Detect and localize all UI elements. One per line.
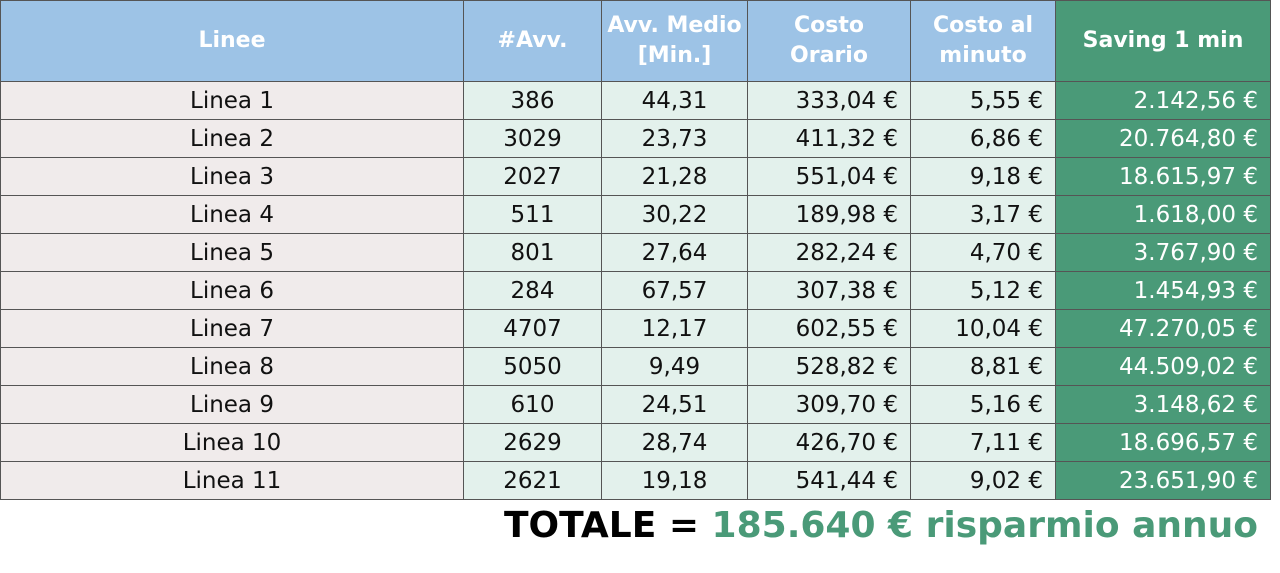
header-cell: #Avv. bbox=[463, 0, 602, 82]
table-cell: 6,86 € bbox=[910, 119, 1056, 158]
table-cell: 23,73 bbox=[601, 119, 748, 158]
table-cell: 5,55 € bbox=[910, 81, 1056, 120]
table-cell: 307,38 € bbox=[747, 271, 911, 310]
table-cell: Linea 8 bbox=[0, 347, 464, 386]
table-cell: 19,18 bbox=[601, 461, 748, 500]
table-row: Linea 9 610 24,51 309,70 €5,16 €3.148,62 € bbox=[0, 385, 1271, 424]
header-line: #Avv. bbox=[497, 28, 568, 53]
header-line: Linee bbox=[198, 28, 266, 53]
table-cell: 5,12 € bbox=[910, 271, 1056, 310]
table-cell: 282,24 € bbox=[747, 233, 911, 272]
table-cell: 24,51 bbox=[601, 385, 748, 424]
table-row: Linea 11 2621 19,18 541,44 €9,02 €23.651,90… bbox=[0, 461, 1271, 500]
table-row: Linea 3 2027 21,28 551,04 €9,18 €18.615,97 … bbox=[0, 157, 1271, 196]
table-cell: 67,57 bbox=[601, 271, 748, 310]
table-body: Linea 1 386 44,31 333,04 €5,55 €2.142,56 € L… bbox=[0, 81, 1271, 500]
table-cell: Linea 1 bbox=[0, 81, 464, 120]
table-cell: 541,44 € bbox=[747, 461, 911, 500]
table-row: Linea 10 2629 28,74 426,70 €7,11 €18.696,57… bbox=[0, 423, 1271, 462]
table-row: Linea 8 5050 9,49 528,82 €8,81 €44.509,02 € bbox=[0, 347, 1271, 386]
table-cell: 18.615,97 € bbox=[1055, 157, 1271, 196]
table-cell: Linea 5 bbox=[0, 233, 464, 272]
table-row: Linea 1 386 44,31 333,04 €5,55 €2.142,56 € bbox=[0, 81, 1271, 120]
header-cell: Costo Orario bbox=[747, 0, 911, 82]
table-cell: 386 bbox=[463, 81, 602, 120]
table-cell: 2629 bbox=[463, 423, 602, 462]
table-cell: 5,16 € bbox=[910, 385, 1056, 424]
table-cell: Linea 3 bbox=[0, 157, 464, 196]
table-cell: 10,04 € bbox=[910, 309, 1056, 348]
table-row: Linea 5 801 27,64 282,24 €4,70 €3.767,90 € bbox=[0, 233, 1271, 272]
table-cell: 3,17 € bbox=[910, 195, 1056, 234]
table-cell: 511 bbox=[463, 195, 602, 234]
table-cell: 610 bbox=[463, 385, 602, 424]
header-cell: Linee bbox=[0, 0, 464, 82]
data-table: Linee #Avv. Avv. Medio [Min.] Costo Orario Cos… bbox=[0, 0, 1271, 500]
table-cell: 333,04 € bbox=[747, 81, 911, 120]
header-row: Linee #Avv. Avv. Medio [Min.] Costo Orario Cos… bbox=[0, 0, 1271, 82]
table-cell: 189,98 € bbox=[747, 195, 911, 234]
table-cell: Linea 6 bbox=[0, 271, 464, 310]
table-cell: 2.142,56 € bbox=[1055, 81, 1271, 120]
table-cell: 44,31 bbox=[601, 81, 748, 120]
table-cell: 3029 bbox=[463, 119, 602, 158]
header-line: Orario bbox=[790, 43, 868, 68]
table-cell: 1.454,93 € bbox=[1055, 271, 1271, 310]
table-cell: 426,70 € bbox=[747, 423, 911, 462]
table-cell: 4707 bbox=[463, 309, 602, 348]
header-line: Saving 1 min bbox=[1082, 28, 1244, 53]
total-label: TOTALE = bbox=[503, 505, 699, 546]
table-cell: Linea 11 bbox=[0, 461, 464, 500]
table-cell: Linea 4 bbox=[0, 195, 464, 234]
table-cell: 47.270,05 € bbox=[1055, 309, 1271, 348]
table-cell: 2027 bbox=[463, 157, 602, 196]
table-cell: 3.767,90 € bbox=[1055, 233, 1271, 272]
table-cell: 602,55 € bbox=[747, 309, 911, 348]
header-line: Costo al bbox=[932, 13, 1034, 38]
table-cell: 284 bbox=[463, 271, 602, 310]
table-cell: 2621 bbox=[463, 461, 602, 500]
table-cell: Linea 9 bbox=[0, 385, 464, 424]
header-cell: Costo al minuto bbox=[910, 0, 1056, 82]
table-row: Linea 2 3029 23,73 411,32 €6,86 €20.764,80 … bbox=[0, 119, 1271, 158]
header-cell: Saving 1 min bbox=[1055, 0, 1271, 82]
table-cell: Linea 2 bbox=[0, 119, 464, 158]
table-cell: Linea 10 bbox=[0, 423, 464, 462]
table-row: Linea 6 284 67,57 307,38 €5,12 €1.454,93 € bbox=[0, 271, 1271, 310]
table-cell: 7,11 € bbox=[910, 423, 1056, 462]
table-cell: 23.651,90 € bbox=[1055, 461, 1271, 500]
table-cell: 21,28 bbox=[601, 157, 748, 196]
header-cell: Avv. Medio [Min.] bbox=[601, 0, 748, 82]
table-cell: 1.618,00 € bbox=[1055, 195, 1271, 234]
table-cell: 30,22 bbox=[601, 195, 748, 234]
header-line: minuto bbox=[939, 43, 1027, 68]
table-cell: 411,32 € bbox=[747, 119, 911, 158]
table-cell: 4,70 € bbox=[910, 233, 1056, 272]
table-cell: 309,70 € bbox=[747, 385, 911, 424]
table-cell: 3.148,62 € bbox=[1055, 385, 1271, 424]
table-cell: 551,04 € bbox=[747, 157, 911, 196]
table-cell: 8,81 € bbox=[910, 347, 1056, 386]
total: TOTALE = 185.640 € risparmio annuo bbox=[504, 505, 1258, 546]
table-cell: 20.764,80 € bbox=[1055, 119, 1271, 158]
table-cell: 801 bbox=[463, 233, 602, 272]
table-cell: 27,64 bbox=[601, 233, 748, 272]
table-cell: 5050 bbox=[463, 347, 602, 386]
header-line: [Min.] bbox=[637, 43, 712, 68]
header-line: Avv. Medio bbox=[607, 13, 742, 38]
table-cell: 9,18 € bbox=[910, 157, 1056, 196]
table-cell: 28,74 bbox=[601, 423, 748, 462]
table-cell: 9,49 bbox=[601, 347, 748, 386]
table-cell: 9,02 € bbox=[910, 461, 1056, 500]
table-row: Linea 4 511 30,22 189,98 €3,17 €1.618,00 € bbox=[0, 195, 1271, 234]
table-cell: 12,17 bbox=[601, 309, 748, 348]
table-row: Linea 7 4707 12,17 602,55 €10,04 €47.270,05… bbox=[0, 309, 1271, 348]
table-cell: 528,82 € bbox=[747, 347, 911, 386]
total-value: 185.640 € risparmio annuo bbox=[711, 505, 1258, 546]
table-cell: 44.509,02 € bbox=[1055, 347, 1271, 386]
table-cell: Linea 7 bbox=[0, 309, 464, 348]
table-cell: 18.696,57 € bbox=[1055, 423, 1271, 462]
header-line: Costo bbox=[794, 13, 864, 38]
